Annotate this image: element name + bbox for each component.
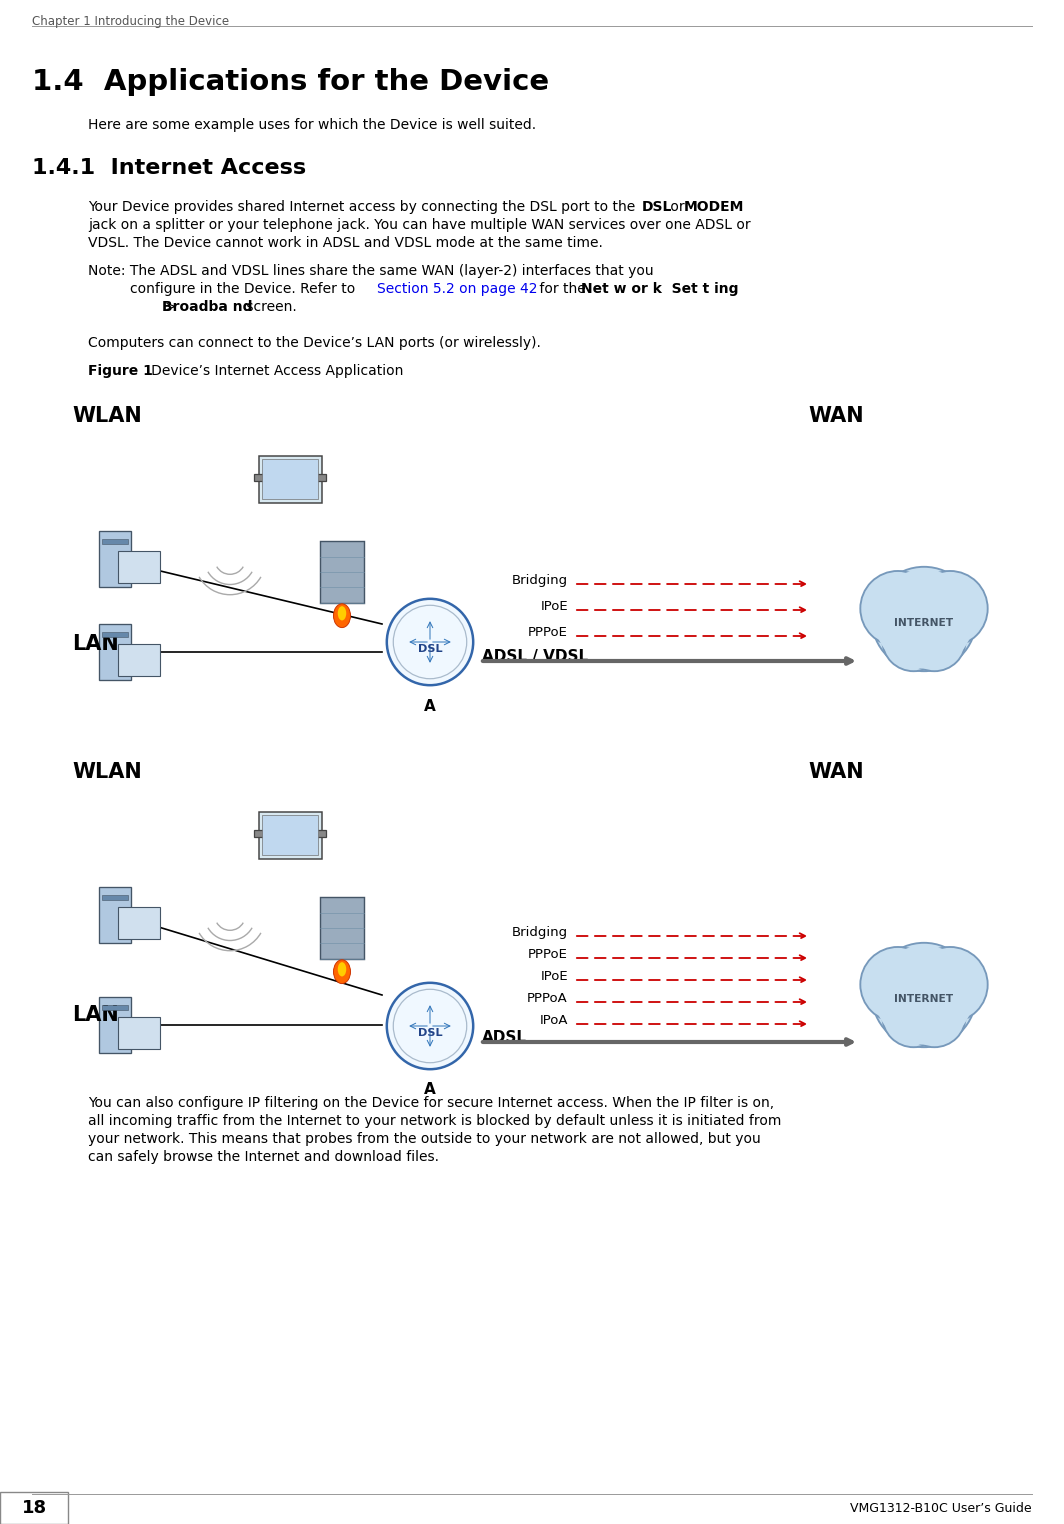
Text: can safely browse the Internet and download files.: can safely browse the Internet and downl… <box>88 1151 439 1164</box>
Text: LAN: LAN <box>72 1004 119 1026</box>
Circle shape <box>875 570 974 669</box>
Ellipse shape <box>333 604 350 628</box>
Text: Your Device provides shared Internet access by connecting the DSL port to the: Your Device provides shared Internet acc… <box>88 200 639 213</box>
Text: WAN: WAN <box>808 762 864 782</box>
Ellipse shape <box>333 960 350 983</box>
Text: PPPoE: PPPoE <box>528 948 568 962</box>
Circle shape <box>861 572 935 646</box>
Text: ADSL: ADSL <box>482 1030 527 1045</box>
Text: your network. This means that probes from the outside to your network are not al: your network. This means that probes fro… <box>88 1132 761 1146</box>
Circle shape <box>882 608 945 671</box>
Circle shape <box>903 608 966 671</box>
Bar <box>102 632 128 637</box>
Circle shape <box>861 946 935 1023</box>
Bar <box>254 474 326 482</box>
Circle shape <box>387 599 473 686</box>
Bar <box>259 812 321 858</box>
Text: VMG1312-B10C User’s Guide: VMG1312-B10C User’s Guide <box>850 1501 1032 1515</box>
Text: 18: 18 <box>21 1500 47 1516</box>
Text: 1.4.1  Internet Access: 1.4.1 Internet Access <box>32 158 306 178</box>
Bar <box>99 997 131 1053</box>
Text: Note: The ADSL and VDSL lines share the same WAN (layer-2) interfaces that you: Note: The ADSL and VDSL lines share the … <box>88 264 653 277</box>
Text: DSL: DSL <box>418 1029 443 1038</box>
Text: Here are some example uses for which the Device is well suited.: Here are some example uses for which the… <box>88 117 536 133</box>
Text: You can also configure IP filtering on the Device for secure Internet access. Wh: You can also configure IP filtering on t… <box>88 1096 775 1109</box>
Text: WLAN: WLAN <box>72 762 142 782</box>
Text: Section 5.2 on page 42: Section 5.2 on page 42 <box>377 282 537 296</box>
Bar <box>102 539 128 544</box>
Text: WAN: WAN <box>808 405 864 427</box>
Bar <box>118 552 160 584</box>
Text: IPoE: IPoE <box>541 969 568 983</box>
Ellipse shape <box>337 962 346 977</box>
Text: INTERNET: INTERNET <box>895 995 953 1004</box>
Text: or: or <box>666 200 689 213</box>
Bar <box>118 645 160 677</box>
Text: >: > <box>130 300 185 314</box>
Text: Bridging: Bridging <box>512 575 568 587</box>
Bar <box>320 541 364 602</box>
Bar <box>0 1492 68 1524</box>
Text: A: A <box>425 1082 436 1097</box>
Text: ADSL / VDSL: ADSL / VDSL <box>482 649 588 664</box>
Text: PPPoA: PPPoA <box>528 992 568 1004</box>
Text: DSL: DSL <box>642 200 672 213</box>
Text: Net w or k  Set t ing: Net w or k Set t ing <box>581 282 738 296</box>
Text: Bridging: Bridging <box>512 927 568 939</box>
Bar <box>262 459 318 498</box>
Bar <box>99 623 131 680</box>
Text: INTERNET: INTERNET <box>895 619 953 628</box>
Text: IPoA: IPoA <box>539 1013 568 1027</box>
Text: for the: for the <box>535 282 591 296</box>
Bar <box>254 829 326 837</box>
Ellipse shape <box>337 607 346 620</box>
Text: configure in the Device. Refer to: configure in the Device. Refer to <box>130 282 360 296</box>
Circle shape <box>913 572 987 646</box>
Text: Computers can connect to the Device’s LAN ports (or wirelessly).: Computers can connect to the Device’s LA… <box>88 335 541 351</box>
Text: Chapter 1 Introducing the Device: Chapter 1 Introducing the Device <box>32 15 229 27</box>
Text: Device’s Internet Access Application: Device’s Internet Access Application <box>138 364 403 378</box>
Circle shape <box>903 985 966 1047</box>
Text: Broadba nd: Broadba nd <box>162 300 252 314</box>
Circle shape <box>871 943 976 1047</box>
Bar <box>118 1017 160 1049</box>
Circle shape <box>875 945 974 1044</box>
Text: Figure 1: Figure 1 <box>88 364 153 378</box>
Text: MODEM: MODEM <box>684 200 745 213</box>
Bar <box>99 887 131 943</box>
Bar <box>102 1004 128 1010</box>
Text: LAN: LAN <box>72 634 119 654</box>
Text: jack on a splitter or your telephone jack. You can have multiple WAN services ov: jack on a splitter or your telephone jac… <box>88 218 750 232</box>
Circle shape <box>913 946 987 1023</box>
Text: screen.: screen. <box>242 300 297 314</box>
Bar <box>99 530 131 587</box>
Bar <box>262 815 318 855</box>
Bar <box>259 456 321 503</box>
Bar <box>320 898 364 959</box>
Bar <box>118 907 160 939</box>
Text: PPPoE: PPPoE <box>528 626 568 639</box>
Text: DSL: DSL <box>418 645 443 654</box>
Circle shape <box>871 567 976 671</box>
Text: IPoE: IPoE <box>541 600 568 613</box>
Text: 1.4  Applications for the Device: 1.4 Applications for the Device <box>32 69 549 96</box>
Text: all incoming traffic from the Internet to your network is blocked by default unl: all incoming traffic from the Internet t… <box>88 1114 781 1128</box>
Circle shape <box>387 983 473 1070</box>
Circle shape <box>882 985 945 1047</box>
Bar <box>102 895 128 899</box>
Text: VDSL. The Device cannot work in ADSL and VDSL mode at the same time.: VDSL. The Device cannot work in ADSL and… <box>88 236 603 250</box>
Text: A: A <box>425 700 436 715</box>
Text: WLAN: WLAN <box>72 405 142 427</box>
